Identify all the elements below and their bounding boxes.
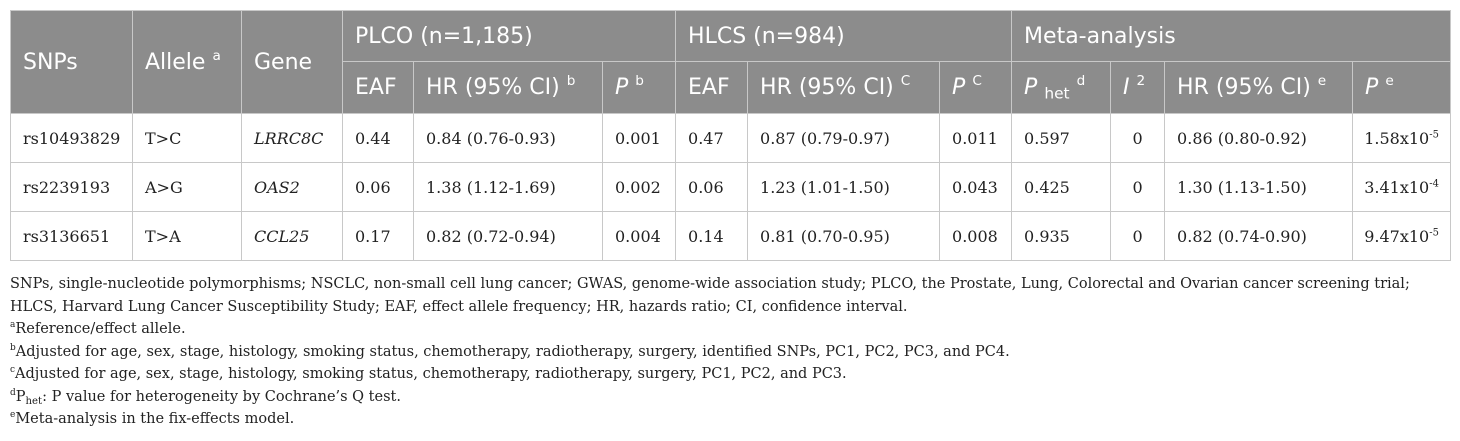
cell-allele: T>C [132, 113, 242, 163]
footnote-d: dPhet: P value for heterogeneity by Coch… [10, 387, 401, 407]
cell-meta-i2: 0 [1110, 113, 1166, 163]
cell-hlcs-eaf: 0.06 [675, 162, 749, 212]
header-group-plco: PLCO (n=1,185) [341, 10, 677, 62]
header-meta-phet: P het d [1011, 61, 1112, 114]
header-allele: Allele a [132, 10, 242, 114]
header-plco-eaf: EAF [342, 61, 414, 114]
results-table: SNPs Allele a Gene PLCO (n=1,185) HLCS (… [10, 10, 1452, 261]
header-plco-p: P b [601, 61, 677, 114]
cell-meta-p: 1.58x10-5 [1352, 113, 1452, 163]
cell-hlcs-hr: 1.23 (1.01-1.50) [747, 162, 941, 212]
cell-hlcs-p: 0.008 [939, 211, 1013, 261]
cell-meta-hr: 0.82 (0.74-0.90) [1164, 211, 1354, 261]
cell-hlcs-p: 0.043 [939, 162, 1013, 212]
cell-meta-p: 9.47x10-5 [1352, 211, 1452, 261]
cell-plco-p: 0.002 [601, 162, 677, 212]
cell-meta-p: 3.41x10-4 [1352, 162, 1452, 212]
header-meta-hr: HR (95% CI) e [1164, 61, 1354, 114]
table-footnotes: SNPs, single-nucleotide polymorphisms; N… [10, 273, 1450, 431]
cell-plco-hr: 0.84 (0.76-0.93) [413, 113, 603, 163]
header-plco-hr: HR (95% CI) b [413, 61, 603, 114]
cell-meta-hr: 0.86 (0.80-0.92) [1164, 113, 1354, 163]
cell-plco-eaf: 0.06 [342, 162, 414, 212]
cell-meta-hr: 1.30 (1.13-1.50) [1164, 162, 1354, 212]
header-row-groups: SNPs Allele a Gene PLCO (n=1,185) HLCS (… [10, 10, 1452, 114]
table-row: rs3136651 T>A CCL25 0.17 0.82 (0.72-0.94… [10, 211, 1452, 261]
cell-gene: OAS2 [241, 162, 343, 212]
table-row: rs10493829 T>C LRRC8C 0.44 0.84 (0.76-0.… [10, 113, 1452, 163]
cell-snp: rs3136651 [10, 211, 133, 261]
cell-plco-p: 0.001 [601, 113, 677, 163]
cell-plco-hr: 1.38 (1.12-1.69) [413, 162, 603, 212]
footnote-c: cAdjusted for age, sex, stage, histology… [10, 365, 847, 382]
cell-hlcs-hr: 0.81 (0.70-0.95) [747, 211, 941, 261]
cell-allele: T>A [132, 211, 242, 261]
cell-plco-hr: 0.82 (0.72-0.94) [413, 211, 603, 261]
cell-hlcs-p: 0.011 [939, 113, 1013, 163]
cell-meta-i2: 0 [1110, 211, 1166, 261]
table-figure: SNPs Allele a Gene PLCO (n=1,185) HLCS (… [10, 10, 1452, 431]
cell-allele: A>G [132, 162, 242, 212]
cell-hlcs-hr: 0.87 (0.79-0.97) [747, 113, 941, 163]
cell-gene: LRRC8C [241, 113, 343, 163]
header-group-hlcs: HLCS (n=984) [675, 10, 1013, 62]
cell-hlcs-eaf: 0.47 [675, 113, 749, 163]
cell-meta-i2: 0 [1110, 162, 1166, 212]
footnote-a: aReference/effect allele. [10, 320, 186, 337]
cell-plco-eaf: 0.17 [342, 211, 414, 261]
header-meta-i2: I 2 [1110, 61, 1166, 114]
footnote-abbreviations-1: SNPs, single-nucleotide polymorphisms; N… [10, 276, 1410, 292]
header-group-meta: Meta-analysis [1011, 10, 1452, 62]
footnote-abbreviations-2: HLCS, Harvard Lung Cancer Susceptibility… [10, 298, 908, 315]
cell-gene: CCL25 [241, 211, 343, 261]
cell-snp: rs10493829 [10, 113, 133, 163]
header-meta-p: P e [1352, 61, 1452, 114]
header-hlcs-p: P C [939, 61, 1013, 114]
header-hlcs-hr: HR (95% CI) C [747, 61, 941, 114]
cell-plco-p: 0.004 [601, 211, 677, 261]
header-row-columns: EAF HR (95% CI) b P b EAF HR (95% CI) C … [11, 61, 1452, 114]
cell-hlcs-eaf: 0.14 [675, 211, 749, 261]
footnote-e: eMeta-analysis in the fix-effects model. [10, 410, 295, 427]
header-snps: SNPs [10, 10, 133, 114]
header-gene: Gene [241, 10, 343, 114]
cell-meta-phet: 0.425 [1011, 162, 1112, 212]
cell-snp: rs2239193 [10, 162, 133, 212]
cell-meta-phet: 0.935 [1011, 211, 1112, 261]
table-row: rs2239193 A>G OAS2 0.06 1.38 (1.12-1.69)… [10, 162, 1452, 212]
cell-meta-phet: 0.597 [1011, 113, 1112, 163]
header-hlcs-eaf: EAF [675, 61, 749, 114]
cell-plco-eaf: 0.44 [342, 113, 414, 163]
footnote-b: bAdjusted for age, sex, stage, histology… [10, 342, 1010, 360]
